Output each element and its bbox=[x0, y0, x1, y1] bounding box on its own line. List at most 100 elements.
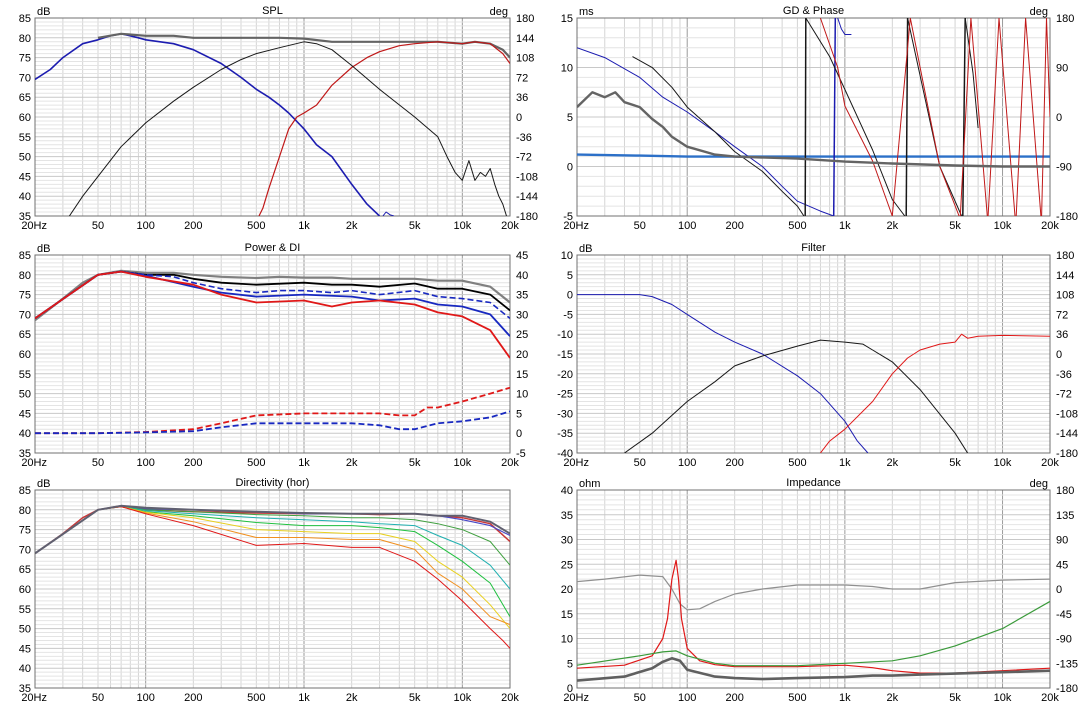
x-tick-label: 50 bbox=[92, 220, 104, 232]
y-tick-label: 60 bbox=[19, 349, 31, 361]
y-tick-label: -20 bbox=[557, 369, 573, 381]
y2-tick-label: -180 bbox=[1056, 211, 1078, 223]
series-line-gd-15 bbox=[1015, 18, 1042, 216]
y-tick-label: 30 bbox=[561, 535, 573, 547]
chart-panel-spl: 85 80 75 70 65 60 55 50 45 40 35 180 144 108 72 36 0 -36 -… bbox=[19, 5, 538, 232]
y-tick-label: 45 bbox=[19, 171, 31, 183]
y2-tick-label: 0 bbox=[1056, 112, 1062, 124]
right-unit-label: deg bbox=[490, 6, 508, 18]
y2-tick-label: -45 bbox=[1056, 609, 1072, 621]
series-line-gd-17 bbox=[577, 91, 1050, 168]
x-tick-label: 100 bbox=[678, 220, 696, 232]
x-tick-label: 2k bbox=[887, 457, 899, 469]
series-line-imp-3 bbox=[577, 656, 1050, 682]
series-line-gd-2 bbox=[832, 18, 837, 216]
chart-title: Impedance bbox=[786, 477, 840, 489]
y2-tick-label: -36 bbox=[1056, 369, 1072, 381]
y-tick-label: 85 bbox=[19, 250, 31, 262]
y-tick-label: 80 bbox=[19, 505, 31, 517]
x-tick-label: 20Hz bbox=[21, 220, 47, 232]
series-line-gd-6 bbox=[805, 18, 906, 216]
x-tick-label: 100 bbox=[678, 692, 696, 704]
series-group bbox=[577, 18, 1050, 216]
y-tick-label: 50 bbox=[19, 152, 31, 164]
series-line-power-4 bbox=[35, 270, 510, 359]
right-unit-label: deg bbox=[1030, 478, 1048, 490]
x-tick-label: 200 bbox=[184, 220, 202, 232]
chart-panel-power: 8580757065605550454035454035302520151050… bbox=[19, 242, 529, 469]
x-tick-label: 500 bbox=[788, 692, 806, 704]
y2-tick-label: -144 bbox=[516, 191, 538, 203]
y-tick-label: 45 bbox=[19, 643, 31, 655]
y2-tick-label: -108 bbox=[516, 171, 538, 183]
chart-title: GD & Phase bbox=[783, 5, 844, 17]
y-tick-label: 40 bbox=[19, 428, 31, 440]
series-line-gd-5 bbox=[804, 18, 807, 216]
y2-tick-label: -180 bbox=[1056, 448, 1078, 460]
y2-tick-label: -72 bbox=[1056, 389, 1072, 401]
y-tick-label: 65 bbox=[19, 329, 31, 341]
y-tick-label: 45 bbox=[19, 408, 31, 420]
series-line-dir-7 bbox=[35, 506, 510, 649]
x-tick-label: 200 bbox=[725, 457, 743, 469]
y-tick-label: 40 bbox=[19, 191, 31, 203]
series-line-gd-16 bbox=[1041, 18, 1050, 216]
y-tick-label: 35 bbox=[19, 211, 31, 223]
y2-tick-label: 40 bbox=[516, 270, 528, 282]
y2-tick-label: 135 bbox=[1056, 510, 1074, 522]
right-unit-label: deg bbox=[1030, 6, 1048, 18]
y-tick-label: 5 bbox=[567, 270, 573, 282]
series-group bbox=[35, 32, 510, 216]
x-tick-label: 500 bbox=[247, 692, 265, 704]
x-tick-label: 5k bbox=[949, 692, 961, 704]
y2-tick-label: 0 bbox=[516, 428, 522, 440]
x-tick-label: 10k bbox=[994, 457, 1012, 469]
x-tick-label: 20k bbox=[1041, 220, 1059, 232]
chart-title: Directivity (hor) bbox=[236, 477, 310, 489]
y2-tick-label: -90 bbox=[1056, 162, 1072, 174]
y-tick-label: 85 bbox=[19, 13, 31, 25]
y2-tick-label: -90 bbox=[1056, 634, 1072, 646]
series-line-gd-0 bbox=[577, 153, 1050, 158]
left-unit-label: dB bbox=[37, 478, 50, 490]
x-tick-label: 50 bbox=[92, 692, 104, 704]
series-line-power-5 bbox=[35, 386, 510, 435]
x-tick-label: 5k bbox=[409, 457, 421, 469]
y-tick-label: -25 bbox=[557, 389, 573, 401]
x-tick-label: 500 bbox=[788, 457, 806, 469]
y-tick-label: 55 bbox=[19, 132, 31, 144]
y2-tick-label: 144 bbox=[516, 33, 534, 45]
series-line-spl-1 bbox=[382, 211, 395, 216]
y2-tick-label: 90 bbox=[1056, 63, 1068, 75]
plot-frame bbox=[34, 17, 511, 217]
y-tick-label: 0 bbox=[567, 162, 573, 174]
y-tick-label: 65 bbox=[19, 92, 31, 104]
x-tick-label: 200 bbox=[184, 457, 202, 469]
y-tick-label: -15 bbox=[557, 349, 573, 361]
y2-tick-label: -135 bbox=[1056, 658, 1078, 670]
x-tick-label: 500 bbox=[788, 220, 806, 232]
series-line-spl-0 bbox=[35, 32, 381, 216]
y-tick-label: 75 bbox=[19, 53, 31, 65]
x-tick-label: 20Hz bbox=[21, 457, 47, 469]
x-tick-label: 20Hz bbox=[563, 692, 589, 704]
y-tick-label: -35 bbox=[557, 428, 573, 440]
series-line-gd-13 bbox=[959, 18, 988, 216]
y-tick-label: 85 bbox=[19, 485, 31, 497]
x-tick-label: 20k bbox=[1041, 692, 1059, 704]
y2-tick-label: 10 bbox=[516, 389, 528, 401]
series-line-filter-2 bbox=[820, 333, 1050, 453]
y-tick-label: 70 bbox=[19, 72, 31, 84]
y-tick-label: -30 bbox=[557, 408, 573, 420]
x-tick-label: 20Hz bbox=[563, 220, 589, 232]
series-line-filter-1 bbox=[624, 339, 969, 453]
y-tick-label: 50 bbox=[19, 389, 31, 401]
series-line-gd-11 bbox=[819, 18, 893, 216]
y-tick-label: 0 bbox=[567, 290, 573, 302]
x-tick-label: 200 bbox=[184, 692, 202, 704]
y2-tick-label: 108 bbox=[1056, 290, 1074, 302]
x-tick-label: 50 bbox=[634, 692, 646, 704]
left-unit-label: ms bbox=[579, 6, 594, 18]
y2-tick-label: 72 bbox=[516, 72, 528, 84]
